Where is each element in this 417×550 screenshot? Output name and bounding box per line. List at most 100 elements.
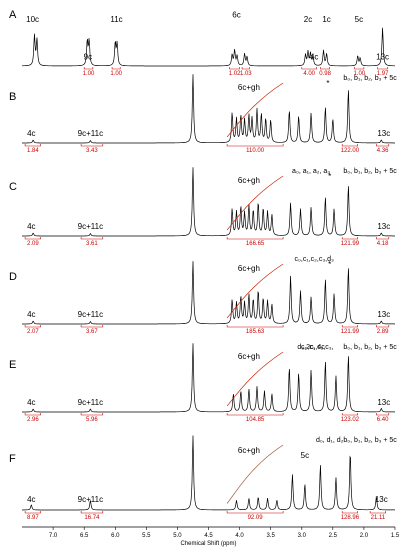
integral-bracket (376, 237, 390, 240)
peak-label: c₀,c₁,c₂,c₃,d₃ (295, 256, 335, 263)
peak-label: 4c (27, 129, 35, 138)
x-tick-label: 1.5 (391, 533, 400, 539)
peak-label: 2c (304, 15, 312, 24)
integral-value: 185.63 (246, 329, 265, 335)
integral-bracket (320, 67, 330, 70)
integral-bracket (241, 67, 250, 70)
panel-letter: A (9, 9, 17, 21)
integral-bracket (226, 144, 284, 147)
spectrum-trace (22, 261, 395, 325)
integral-value: 2.96 (27, 417, 39, 423)
integral-bracket (111, 67, 121, 70)
spectrum-trace (22, 343, 396, 413)
peak-label: 13c (377, 222, 390, 231)
integral-bracket (354, 67, 365, 70)
integral-value: 1.00 (83, 71, 95, 77)
panel-f: F 4c 9c+11c 6c+gh 5c d₀, d₁, d₂ b₀, b₁, b₂, b₃… (9, 435, 397, 521)
integral-bracket (229, 67, 240, 70)
peak-label: 13c (377, 129, 390, 138)
peak-label: 9c+11c (78, 310, 103, 319)
peak-label: 9c (84, 52, 92, 61)
integral-bracket (80, 325, 104, 328)
x-tick-label: 6.5 (80, 533, 89, 539)
integral-value: 2.09 (27, 241, 39, 247)
integral-value: 2.07 (27, 329, 39, 335)
integral-value: 1.00 (353, 71, 365, 77)
x-tick-label: 4.5 (204, 533, 213, 539)
integral-value: 8.97 (27, 515, 39, 521)
peak-label: 4c (27, 310, 35, 319)
peak-label: 6c+gh (238, 352, 260, 361)
integral-value: 2.89 (377, 329, 389, 335)
integral-bracket (24, 144, 41, 147)
integral-value: 1.03 (240, 71, 252, 77)
peak-label: b₀, b₁, b₂, b₃ + 5c (343, 344, 397, 351)
peak-label: 11c (110, 15, 122, 24)
spectrum-trace (22, 167, 395, 237)
peak-label: 9c+11c (78, 398, 103, 407)
peak-label: * (328, 172, 331, 181)
panel-e: E 4c 9c+11c 6c+gh c₀,c₁,c₂,c₃,d₃,2c, 4c b₀, b… (9, 343, 397, 423)
x-tick-label: 2.5 (329, 533, 338, 539)
integral-value: 110.00 (246, 148, 265, 154)
integral-value: 128.96 (341, 515, 360, 521)
integral-value: 0.98 (319, 71, 331, 77)
peak-label: 4c (27, 398, 35, 407)
peak-label: * (328, 260, 331, 269)
integral-curve (226, 175, 284, 231)
x-tick-label: 5.0 (173, 533, 182, 539)
integral-bracket (80, 413, 104, 416)
panel-b: B 4c 9c+11c 6c+gh * b₀, b₁, b₂, b₃ + 5c 13c 1.8… (9, 74, 397, 154)
integral-value: 16.74 (84, 515, 100, 521)
x-tick-label: 4.0 (235, 533, 244, 539)
integral-curve (226, 351, 284, 407)
integral-value: 4.36 (377, 148, 389, 154)
integral-value: 104.85 (246, 417, 265, 423)
peak-label: 5c (301, 451, 309, 460)
peak-label: 4c (27, 495, 35, 504)
integral-bracket (226, 413, 284, 416)
integral-value: 1.84 (27, 148, 39, 154)
integral-bracket (301, 67, 317, 70)
integral-bracket (341, 413, 358, 416)
peak-label: * (326, 79, 329, 88)
integral-bracket (83, 67, 94, 70)
x-tick-label: 5.5 (142, 533, 151, 539)
integral-value: 92.09 (248, 515, 264, 521)
integral-value: 166.65 (246, 241, 265, 247)
integral-bracket (341, 325, 358, 328)
integral-curve (226, 82, 284, 138)
panel-a: A 10c 9c 11c 6c 2c 4c 1c 5c 13c 1.00 1.00 1.02 1.03 4.… (9, 9, 395, 77)
integral-bracket (376, 144, 390, 147)
integral-bracket (377, 67, 388, 70)
integral-bracket (226, 511, 284, 514)
peak-label: 6c+gh (238, 176, 260, 185)
integral-bracket (24, 413, 41, 416)
spectrum-trace (22, 435, 395, 511)
peak-label: 6c+gh (238, 83, 260, 92)
integral-bracket (80, 511, 104, 514)
integral-bracket (80, 144, 104, 147)
integral-bracket (341, 237, 358, 240)
spectrum-trace (22, 27, 395, 67)
x-tick-label: 6.0 (111, 533, 120, 539)
peak-label: 13c (376, 52, 389, 61)
peak-label: b₀, b₁, b₂, b₃ + 5c (343, 75, 397, 82)
integral-curve (226, 444, 284, 504)
integral-bracket (369, 511, 386, 514)
peak-label: 10c (26, 15, 39, 24)
peak-label: a₀, a₁, a₂, a₃ (292, 168, 330, 175)
integral-bracket (226, 237, 284, 240)
integral-curve (226, 263, 284, 319)
integral-bracket (376, 325, 390, 328)
integral-value: 3.61 (86, 241, 98, 247)
panel-c: C 4c 9c+11c 6c+gh a₀, a₁, a₂, a₃* b₀, b₁, b₂,… (9, 167, 397, 247)
peak-label: 13c (377, 398, 390, 407)
panel-letter: F (9, 453, 16, 465)
integral-bracket (24, 511, 41, 514)
x-tick-label: 7.0 (49, 533, 58, 539)
integral-bracket (341, 511, 358, 514)
integral-bracket (80, 237, 104, 240)
x-axis-title: Chemical Shift (ppm) (180, 541, 236, 547)
